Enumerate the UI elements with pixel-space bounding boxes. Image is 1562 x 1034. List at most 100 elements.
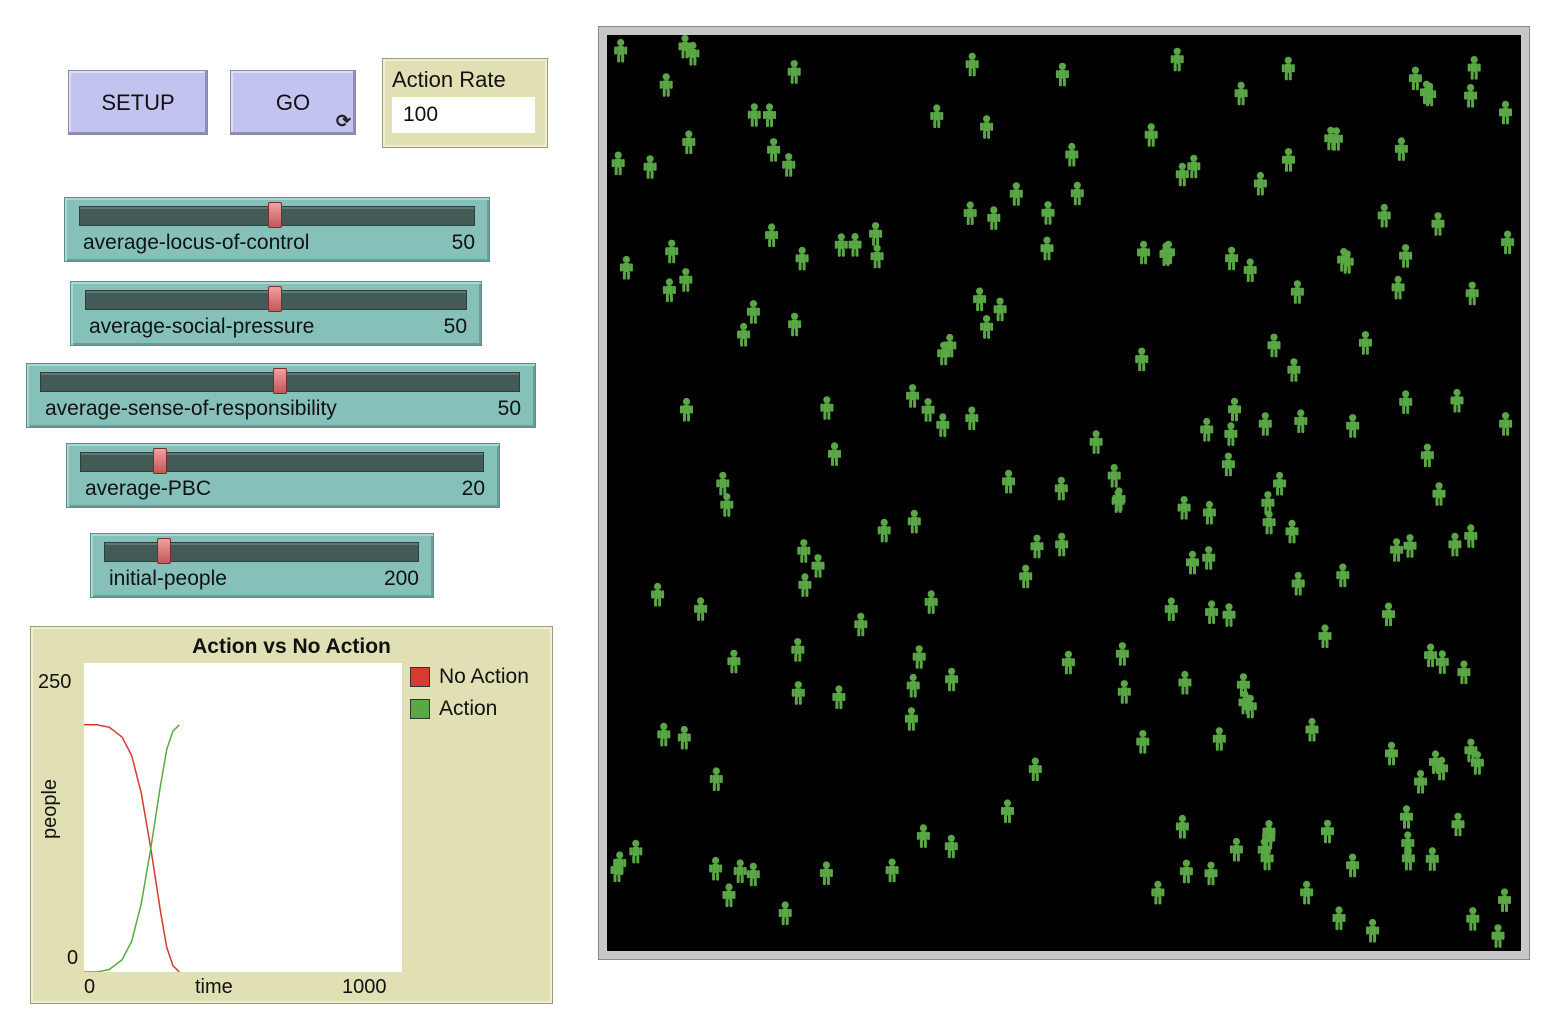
person-agent — [746, 862, 760, 887]
person-agent — [1291, 571, 1305, 596]
person-agent — [694, 597, 708, 621]
person-agent — [1448, 532, 1462, 557]
person-agent — [733, 859, 747, 883]
person-agent — [709, 856, 723, 881]
person-agent — [1202, 500, 1216, 525]
world-view[interactable] — [598, 26, 1530, 960]
slider-handle[interactable] — [268, 202, 282, 228]
person-agent — [993, 297, 1007, 322]
person-agent — [682, 130, 696, 154]
person-agent — [795, 246, 809, 271]
person-agent — [1179, 859, 1193, 884]
slider-value: 50 — [443, 315, 467, 338]
person-agent — [1329, 127, 1343, 151]
person-agent — [1238, 690, 1252, 715]
person-agent — [1107, 464, 1121, 488]
person-agent — [832, 685, 846, 709]
setup-button[interactable]: SETUP — [68, 70, 208, 135]
go-button[interactable]: GO ⟳ — [230, 70, 356, 135]
person-agent — [1414, 770, 1428, 794]
person-agent — [1464, 738, 1478, 763]
person-agent — [665, 239, 679, 264]
x-axis-max-label: 1000 — [342, 976, 387, 998]
person-agent — [834, 233, 848, 257]
person-agent — [1318, 624, 1332, 648]
slider-average-PBC[interactable]: average-PBC 20 — [66, 443, 500, 508]
person-agent — [791, 681, 805, 705]
person-agent — [662, 278, 676, 302]
person-agent — [937, 341, 951, 366]
slider-handle[interactable] — [153, 448, 167, 474]
person-agent — [1030, 534, 1044, 559]
person-agent — [1305, 717, 1319, 742]
person-agent — [767, 138, 781, 162]
person-agent — [1170, 47, 1184, 72]
person-agent — [904, 707, 918, 731]
plot-area — [84, 663, 402, 973]
person-agent — [614, 38, 628, 63]
person-agent — [1358, 331, 1372, 355]
slider-track[interactable] — [104, 542, 419, 562]
person-agent — [727, 649, 741, 674]
legend-swatch — [410, 667, 430, 687]
slider-handle[interactable] — [268, 286, 282, 312]
person-agent — [869, 222, 883, 246]
person-agent — [679, 268, 693, 292]
person-agent — [906, 673, 920, 698]
person-agent — [765, 223, 779, 247]
series-line-no-action — [84, 724, 180, 973]
person-agent — [811, 554, 825, 578]
person-agent — [1144, 123, 1158, 147]
person-agent — [1055, 532, 1069, 557]
plot-action-vs-no-action: Action vs No Action 250 0 people 0 time … — [30, 626, 553, 1004]
person-agent — [1273, 471, 1287, 496]
person-agent — [1399, 390, 1413, 414]
slider-value: 200 — [383, 567, 419, 590]
person-agent — [1117, 680, 1131, 704]
person-agent — [1425, 847, 1439, 871]
person-agent — [1061, 650, 1075, 675]
person-agent — [980, 115, 994, 139]
person-agent — [1054, 476, 1068, 501]
person-agent — [782, 153, 796, 177]
person-agent — [1408, 66, 1422, 91]
slider-label: initial-people — [109, 567, 227, 590]
person-agent — [1221, 452, 1235, 477]
legend-label: No Action — [439, 665, 529, 688]
plot-svg — [84, 724, 180, 973]
person-agent — [1019, 564, 1033, 589]
person-agent — [1285, 519, 1299, 544]
person-agent — [1136, 730, 1150, 754]
world-canvas[interactable] — [607, 35, 1521, 951]
slider-label: average-PBC — [85, 477, 212, 500]
slider-handle[interactable] — [273, 368, 287, 394]
person-agent — [787, 60, 801, 84]
person-agent — [1089, 430, 1103, 454]
person-agent — [680, 397, 693, 422]
person-agent — [1009, 182, 1023, 206]
person-agent — [980, 315, 994, 339]
slider-handle[interactable] — [157, 538, 171, 564]
person-agent — [619, 255, 633, 280]
person-agent — [1464, 524, 1478, 548]
person-agent — [1151, 880, 1165, 905]
person-agent — [1187, 154, 1201, 179]
slider-average-social-pressure[interactable]: average-social-pressure 50 — [70, 281, 482, 346]
person-agent — [1175, 162, 1189, 187]
person-agent — [1332, 906, 1346, 930]
slider-average-sense-of-responsibility[interactable]: average-sense-of-responsibility 50 — [26, 363, 536, 428]
slider-label: average-locus-of-control — [83, 231, 310, 254]
person-agent — [1253, 171, 1267, 196]
legend-swatch — [410, 699, 430, 719]
slider-track[interactable] — [80, 452, 484, 472]
person-agent — [1229, 837, 1243, 862]
legend-label: Action — [439, 697, 498, 720]
person-agent — [1390, 538, 1404, 562]
person-agent — [1002, 469, 1016, 494]
plot-title: Action vs No Action — [192, 635, 391, 658]
slider-initial-people[interactable]: initial-people 200 — [90, 533, 434, 598]
legend-item-action: Action — [410, 697, 497, 721]
person-agent — [1420, 80, 1433, 105]
person-agent — [629, 839, 643, 864]
slider-average-locus-of-control[interactable]: average-locus-of-control 50 — [64, 197, 490, 262]
